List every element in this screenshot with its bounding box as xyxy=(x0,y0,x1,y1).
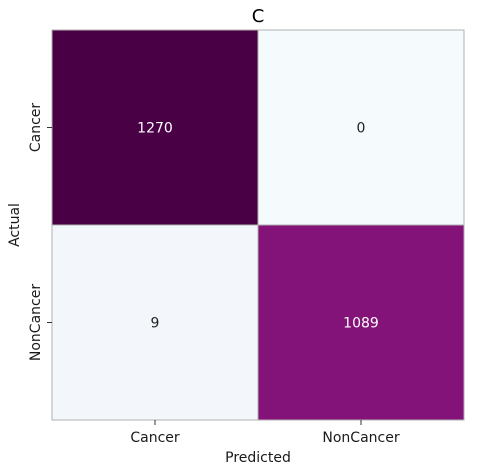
heatmap-cells: 1270 0 9 1089 xyxy=(51,29,465,421)
x-tick-label: NonCancer xyxy=(322,430,399,446)
heatmap-cell xyxy=(257,224,465,421)
cell-value-label: 1270 xyxy=(137,121,173,137)
cell-value-label: 1089 xyxy=(343,316,379,332)
x-tick-label: Cancer xyxy=(130,430,180,446)
heatmap-cell xyxy=(51,224,259,421)
x-axis-label: Predicted xyxy=(225,450,291,466)
chart-title: C xyxy=(252,6,265,27)
y-tick-label: NonCancer xyxy=(28,284,44,361)
cell-value-label: 0 xyxy=(357,121,366,137)
axis-ticks: Cancer NonCancer Cancer NonCancer xyxy=(28,103,400,446)
cell-value-label: 9 xyxy=(151,316,160,332)
heatmap-cell xyxy=(257,29,465,226)
y-axis-label: Actual xyxy=(7,203,23,247)
y-tick-label: Cancer xyxy=(28,103,44,153)
heatmap-cell xyxy=(51,29,259,226)
